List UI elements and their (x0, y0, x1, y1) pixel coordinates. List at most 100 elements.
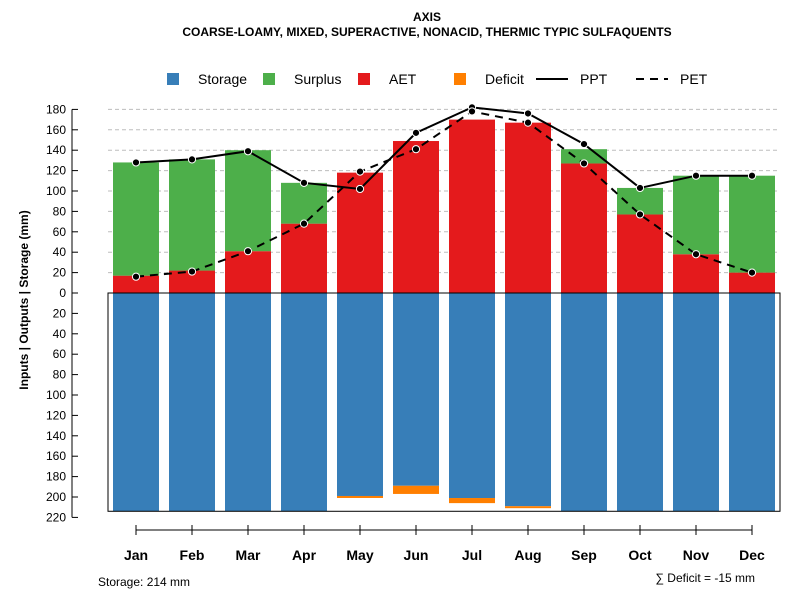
y-tick-label: 80 (53, 204, 67, 218)
storage-bar (113, 293, 159, 512)
aet-bar (393, 141, 439, 293)
legend-label-ppt: PPT (580, 71, 608, 87)
aet-bar (225, 251, 271, 293)
aet-bar (113, 275, 159, 293)
storage-bar (729, 293, 775, 512)
pet-point (299, 219, 309, 228)
legend: Storage Surplus AET Deficit PPT PET (167, 71, 708, 87)
pet-line (135, 110, 753, 278)
aet-bar (505, 122, 551, 293)
surplus-bar (169, 159, 215, 271)
storage-bar (169, 293, 215, 512)
storage-bar (337, 293, 383, 496)
ppt-point (411, 128, 421, 137)
legend-swatch-storage (167, 73, 179, 85)
ppt-point (691, 171, 701, 180)
y-tick-label: 40 (53, 245, 67, 259)
ppt-point (243, 147, 253, 156)
pet-point (355, 167, 365, 176)
y-tick-label: 160 (46, 123, 66, 137)
x-tick-label: Sep (571, 547, 597, 563)
storage-bar (617, 293, 663, 512)
aet-bar (281, 223, 327, 293)
pet-point (523, 118, 533, 127)
deficit-bar (393, 485, 439, 494)
axes: 1801601401201008060402002040608010012014… (46, 102, 781, 563)
ppt-point (635, 183, 645, 193)
ppt-point (187, 155, 197, 164)
surplus-bar (281, 182, 327, 224)
legend-swatch-aet (358, 73, 370, 85)
aet-bar (729, 272, 775, 293)
surplus-bar (225, 150, 271, 252)
legend-label-surplus: Surplus (294, 71, 341, 87)
aet-bar (617, 214, 663, 293)
x-tick-label: Apr (292, 547, 317, 563)
x-tick-label: Nov (683, 547, 710, 563)
pet-point (187, 267, 197, 276)
y-tick-label: 100 (46, 388, 66, 402)
ppt-point (523, 109, 533, 118)
y-tick-label: 180 (46, 102, 66, 116)
storage-bar (673, 293, 719, 512)
y-tick-label: 20 (53, 306, 67, 320)
x-tick-label: Jan (124, 547, 148, 563)
x-tick-label: Jul (462, 547, 482, 563)
ppt-point (355, 184, 365, 194)
legend-swatch-surplus (263, 73, 275, 85)
lines (131, 103, 757, 281)
storage-bar (281, 293, 327, 512)
y-tick-label: 200 (46, 490, 66, 504)
storage-bar (561, 293, 607, 512)
aet-bar (449, 119, 495, 293)
x-tick-label: Dec (739, 547, 765, 563)
legend-label-deficit: Deficit (485, 71, 524, 87)
y-tick-label: 140 (46, 143, 66, 157)
deficit-bar (505, 506, 551, 509)
chart-title: AXIS (413, 10, 441, 24)
deficit-bar (337, 495, 383, 498)
pet-point (243, 247, 253, 256)
pet-point (635, 210, 645, 219)
ppt-point (131, 158, 141, 167)
deficit-bar (449, 498, 495, 504)
x-tick-label: Oct (628, 547, 652, 563)
surplus-bar (113, 162, 159, 276)
surplus-bar (729, 175, 775, 273)
y-axis-label: Inputs | Outputs | Storage (mm) (17, 210, 31, 389)
surplus-bar (673, 175, 719, 255)
ppt-point (747, 171, 757, 180)
x-tick-label: Aug (514, 547, 541, 563)
y-tick-label: 0 (59, 286, 66, 300)
aet-bar (673, 254, 719, 293)
y-tick-label: 80 (53, 368, 67, 382)
legend-label-aet: AET (389, 71, 417, 87)
y-tick-label: 120 (46, 408, 66, 422)
pet-point (579, 159, 589, 168)
y-tick-label: 120 (46, 164, 66, 178)
ppt-line (135, 106, 752, 191)
ppt-point (579, 139, 589, 149)
y-tick-label: 60 (53, 225, 67, 239)
y-tick-label: 40 (53, 327, 67, 341)
legend-label-storage: Storage (198, 71, 247, 87)
storage-bar (393, 293, 439, 486)
pet-point (411, 145, 421, 154)
legend-label-pet: PET (680, 71, 708, 87)
y-tick-label: 220 (46, 510, 66, 524)
y-tick-label: 140 (46, 429, 66, 443)
aet-bar (169, 270, 215, 293)
aet-bar (561, 163, 607, 293)
y-tick-label: 160 (46, 449, 66, 463)
legend-swatch-deficit (454, 73, 466, 85)
y-tick-label: 180 (46, 470, 66, 484)
storage-note: Storage: 214 mm (98, 575, 190, 589)
storage-bar (449, 293, 495, 499)
bars (113, 119, 775, 512)
x-tick-label: Feb (180, 547, 205, 563)
pet-point (691, 250, 701, 259)
storage-bar (505, 293, 551, 507)
x-tick-label: Mar (236, 547, 261, 563)
y-tick-label: 100 (46, 184, 66, 198)
